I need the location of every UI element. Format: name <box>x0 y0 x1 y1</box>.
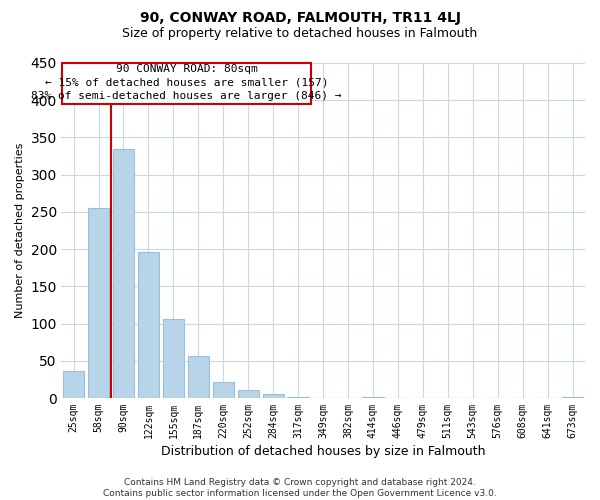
Bar <box>212 382 234 398</box>
Bar <box>88 208 109 398</box>
Bar <box>263 394 284 398</box>
Bar <box>63 372 84 398</box>
Bar <box>113 148 134 398</box>
Bar <box>163 319 184 398</box>
Bar <box>62 63 311 104</box>
Text: 90 CONWAY ROAD: 80sqm
← 15% of detached houses are smaller (157)
83% of semi-det: 90 CONWAY ROAD: 80sqm ← 15% of detached … <box>31 64 342 101</box>
Text: 90, CONWAY ROAD, FALMOUTH, TR11 4LJ: 90, CONWAY ROAD, FALMOUTH, TR11 4LJ <box>139 11 461 25</box>
Bar <box>238 390 259 398</box>
Bar <box>287 396 309 398</box>
Bar <box>562 396 583 398</box>
Text: Size of property relative to detached houses in Falmouth: Size of property relative to detached ho… <box>122 28 478 40</box>
Y-axis label: Number of detached properties: Number of detached properties <box>15 143 25 318</box>
X-axis label: Distribution of detached houses by size in Falmouth: Distribution of detached houses by size … <box>161 444 485 458</box>
Text: Contains HM Land Registry data © Crown copyright and database right 2024.
Contai: Contains HM Land Registry data © Crown c… <box>103 478 497 498</box>
Bar <box>138 252 159 398</box>
Bar <box>362 396 383 398</box>
Bar <box>188 356 209 398</box>
